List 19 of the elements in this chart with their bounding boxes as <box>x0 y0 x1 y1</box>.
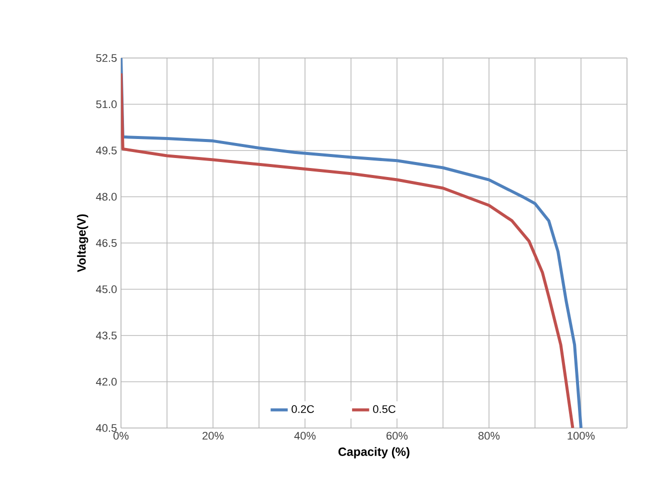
y-axis-title: Voltage(V) <box>76 214 88 272</box>
x-tick-label: 100% <box>568 432 595 440</box>
x-tick-label: 60% <box>386 432 408 440</box>
x-tick-label: 0% <box>113 432 129 440</box>
y-tick-label: 51.0 <box>96 100 117 108</box>
x-tick-label: 20% <box>202 432 224 440</box>
y-tick-label: 45.0 <box>96 285 117 294</box>
x-axis-title: Capacity (%) <box>338 447 410 458</box>
y-tick-label: 48.0 <box>96 192 117 201</box>
x-tick-label: 40% <box>294 432 316 440</box>
y-tick-label: 40.5 <box>96 424 117 432</box>
y-tick-label: 43.5 <box>96 332 117 340</box>
legend-label: 0.5C <box>373 405 396 413</box>
y-tick-label: 49.5 <box>96 146 117 154</box>
x-tick-label: 80% <box>478 432 500 440</box>
y-tick-label: 42.0 <box>96 378 117 386</box>
legend-label: 0.2C <box>292 405 314 413</box>
y-tick-label: 46.5 <box>96 239 117 247</box>
y-tick-label: 52.5 <box>96 54 117 62</box>
